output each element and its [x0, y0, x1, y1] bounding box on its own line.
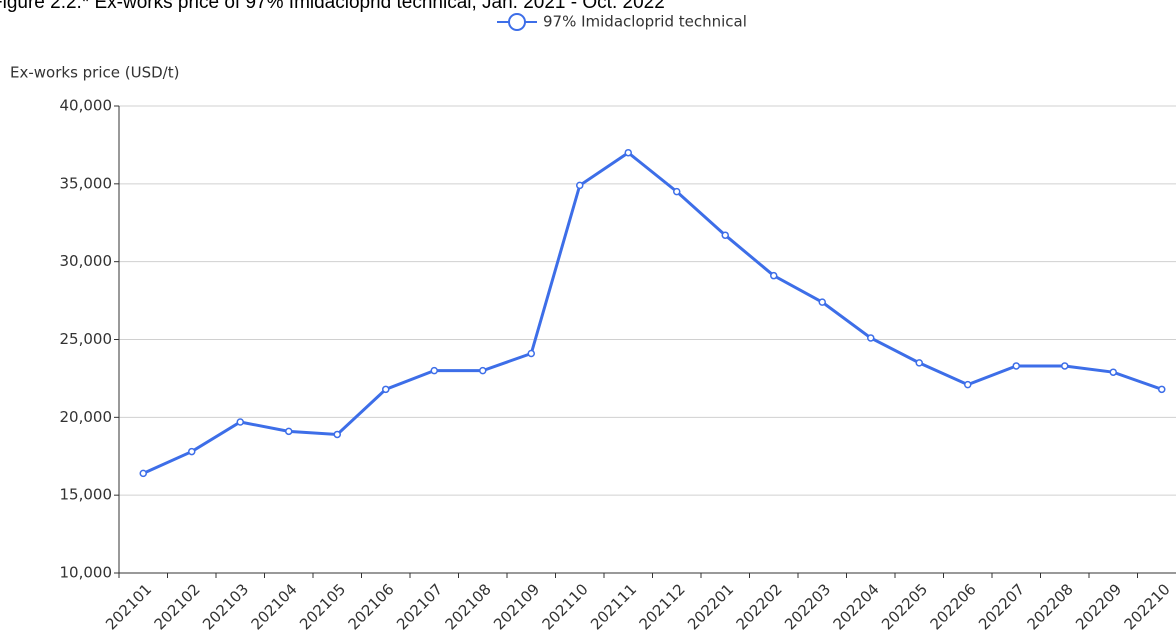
x-tick-label: 202112: [636, 580, 689, 633]
y-tick-label: 20,000: [60, 408, 113, 426]
x-tick-label: 202203: [781, 580, 834, 633]
y-tick-label: 35,000: [60, 174, 113, 192]
x-tick-label: 202111: [587, 580, 640, 633]
x-tick-label: 202108: [442, 580, 495, 633]
x-tick-label: 202209: [1072, 580, 1125, 633]
point: [964, 380, 972, 389]
x-tick-label: 202204: [830, 580, 883, 633]
point: [479, 366, 487, 375]
point: [1012, 362, 1020, 370]
point: [818, 298, 826, 306]
x-tick-label: 202207: [975, 580, 1028, 633]
y-tick-label: 30,000: [60, 252, 113, 270]
point: [624, 148, 632, 157]
point: [1158, 385, 1166, 394]
point: [576, 181, 584, 190]
point: [333, 430, 341, 439]
legend-label: 97% Imidacloprid technical: [543, 13, 747, 31]
x-tick-label: 202206: [927, 580, 980, 633]
x-tick-label: 202110: [539, 580, 592, 633]
point: [915, 359, 923, 367]
x-tick-label: 202210: [1121, 580, 1174, 633]
series-line: [142, 150, 1163, 475]
point: [188, 447, 196, 456]
y-tick-label: 40,000: [60, 97, 113, 115]
point: [382, 385, 390, 394]
x-tick-label: 202109: [490, 580, 543, 633]
y-tick-label: 15,000: [60, 486, 113, 504]
y-axis-title: Ex-works price (USD/t): [10, 64, 179, 82]
point: [285, 427, 293, 436]
x-tick-label: 202102: [151, 580, 204, 633]
x-tick-label: 202205: [878, 580, 931, 633]
x-tick-label: 202106: [345, 580, 398, 633]
point: [867, 334, 875, 342]
y-tick-label: 25,000: [60, 330, 113, 348]
point: [673, 187, 681, 196]
x-tick-label: 202101: [102, 580, 155, 633]
point: [770, 271, 778, 280]
point: [721, 231, 729, 239]
point: [1061, 362, 1069, 370]
point: [430, 366, 438, 375]
chart-title: Figure 2.2.* Ex-works price of 97% Imida…: [0, 0, 665, 13]
x-tick-label: 202107: [393, 580, 446, 633]
x-tick-label: 202208: [1024, 580, 1077, 633]
legend-marker: [508, 13, 526, 31]
x-tick-label: 202105: [296, 580, 349, 633]
y-tick-label: 10,000: [60, 564, 113, 582]
x-tick-label: 202103: [199, 580, 252, 633]
x-tick-label: 202202: [733, 580, 786, 633]
point: [1109, 368, 1117, 376]
point: [236, 418, 244, 426]
x-tick-label: 202201: [684, 580, 737, 633]
x-tick-label: 202104: [248, 580, 301, 633]
point: [139, 469, 147, 478]
point: [527, 349, 535, 358]
